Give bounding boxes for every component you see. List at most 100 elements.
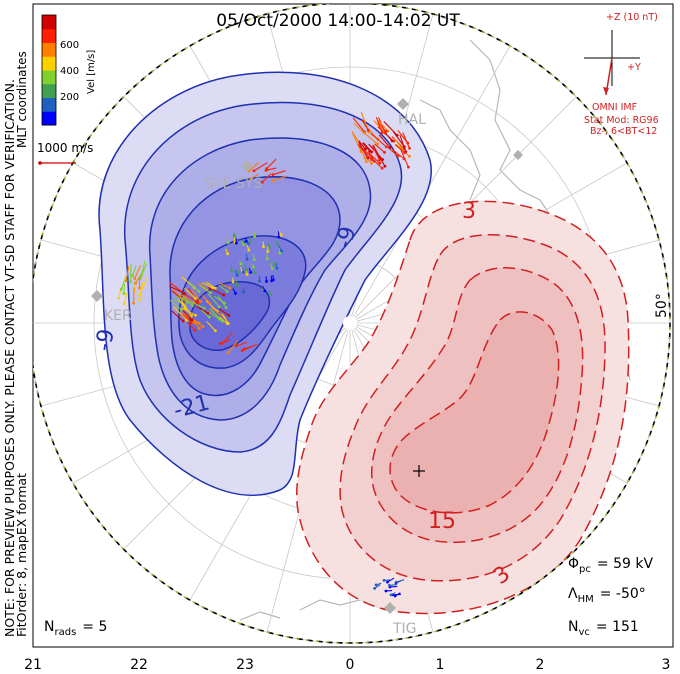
velocity-vector-origin [197, 290, 201, 293]
velocity-vector [175, 295, 188, 303]
velocity-vector-origin [185, 300, 189, 304]
scale-vector: 1000 m/s [37, 141, 93, 165]
velocity-vector-origin [194, 297, 197, 300]
mlt-axis: 21 22 23 0 1 2 3 [24, 657, 670, 673]
velocity-vector [184, 287, 196, 299]
velocity-vector-origin [403, 151, 407, 155]
velocity-vector [395, 143, 410, 157]
velocity-vector-origin [264, 168, 268, 172]
velocity-vector-origin [189, 321, 193, 325]
velocity-vector-origin [137, 298, 141, 302]
velocity-vector-origin [239, 262, 243, 266]
velocity-vector-origin [370, 161, 373, 165]
velocity-vector-origin [252, 258, 256, 261]
velocity-vector [358, 140, 366, 150]
cbar-label: Vel [m/s] [86, 50, 97, 94]
velocity-vector [120, 275, 127, 290]
velocity-vector [272, 170, 286, 176]
velocity-vector [206, 321, 216, 332]
plot-frame [32, 3, 674, 648]
coord-system: MLT coordinates [15, 51, 29, 148]
velocity-vector-origin [222, 293, 226, 297]
velocity-vector [195, 305, 209, 314]
velocity-vector-origin [384, 130, 388, 133]
velocity-vector [125, 266, 130, 281]
velocity-vector-origin [265, 279, 268, 283]
velocity-vector-origin [252, 265, 255, 269]
velocity-vector [171, 310, 184, 322]
velocity-vector-origin [252, 169, 256, 173]
radar-sites [91, 98, 523, 614]
velocity-vector-origin [231, 280, 235, 284]
velocity-vector-origin [249, 240, 252, 244]
velocity-vector [132, 265, 137, 277]
velocity-vector [370, 133, 387, 148]
velocity-vector [399, 134, 407, 152]
velocity-vector [169, 299, 182, 311]
velocity-vector-origin [383, 164, 387, 168]
velocity-vector-origin [245, 268, 248, 272]
cbar-segment [42, 97, 56, 112]
velocity-vector-origin [383, 151, 386, 154]
mlt-21: 21 [24, 657, 42, 673]
velocity-vector-origin [265, 257, 269, 261]
latitude-label: 50° [654, 293, 670, 318]
velocity-vector [207, 293, 220, 308]
cbar-segment [42, 42, 56, 57]
velocity-vector [394, 144, 406, 154]
velocity-vector-origin [131, 274, 134, 278]
velocity-vector-origin [183, 292, 187, 295]
velocity-vector [209, 307, 223, 322]
velocity-vector-origin [362, 131, 366, 135]
velocity-vector [375, 117, 383, 134]
potential-min-marker [343, 316, 357, 330]
velocity-vector [181, 307, 196, 316]
velocity-vector [214, 295, 225, 304]
velocity-vector-origin [262, 245, 265, 249]
mlt-2: 2 [536, 657, 545, 673]
velocity-vector-origin [197, 326, 201, 330]
velocity-vector-origin [227, 314, 231, 317]
velocity-vector-origin [386, 580, 389, 584]
imf-condition: Bz-, 6<BT<12 [590, 126, 657, 137]
radar-labels: HAL SYE SYS KER TIG [104, 112, 426, 637]
n-rads: Nrads = 5 [44, 619, 107, 638]
velocity-vector-origin [366, 128, 370, 132]
velocity-vector-origin [226, 241, 230, 245]
velocity-vector-origin [242, 347, 246, 351]
mlt-23: 23 [236, 657, 254, 673]
velocity-vector [393, 131, 405, 147]
velocity-vector-origin [122, 292, 126, 295]
velocity-vector-origin [236, 283, 239, 287]
velocity-vector [182, 309, 193, 321]
velocity-vector-origin [133, 277, 137, 280]
imf-clock: +Z (10 nT) +Y OMNI IMF Stat Mod: RG96 Bz… [584, 12, 659, 137]
velocity-vector [250, 173, 259, 180]
velocity-vector [191, 289, 202, 302]
mlt-22: 22 [130, 657, 148, 673]
velocity-vector-origin [270, 267, 274, 271]
velocity-vector-origin [388, 584, 391, 587]
n-vc: Nvc = 151 [568, 619, 639, 638]
velocity-vector-origin [217, 305, 221, 309]
velocity-vector-origin [388, 146, 392, 149]
velocity-vector [362, 142, 371, 152]
mlt-3: 3 [662, 657, 671, 673]
velocity-colorbar: 600 400 200 Vel [m/s] [41, 14, 97, 126]
velocity-vector-origin [213, 286, 217, 290]
velocity-vector [205, 300, 218, 312]
velocity-vector-origin [181, 319, 185, 323]
map-title: 05/Oct/2000 14:00-14:02 UT [216, 11, 460, 31]
preview-note: NOTE: FOR PREVIEW PURPOSES ONLY. PLEASE … [2, 79, 17, 637]
velocity-vector [371, 145, 381, 161]
velocity-vector [236, 341, 248, 347]
imf-omni: OMNI IMF [592, 102, 637, 113]
phi-pc: Φpc = 59 kV [568, 556, 653, 575]
velocity-vector [183, 313, 192, 323]
velocity-vector-origin [380, 131, 384, 135]
velocity-vector [201, 309, 210, 318]
velocity-vector-origin [276, 243, 280, 247]
velocity-vector-origin [235, 274, 239, 277]
velocity-vector-origin [253, 271, 257, 275]
